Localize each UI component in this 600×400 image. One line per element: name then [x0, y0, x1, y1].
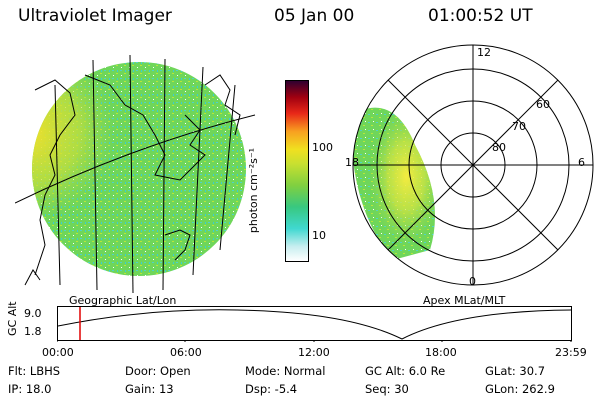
glat-info: GLat: 30.7 — [485, 364, 546, 378]
gc-alt-info: GC Alt: 6.0 Re — [365, 364, 446, 378]
polar-plot — [352, 44, 594, 286]
time-label: 01:00:52 UT — [428, 6, 533, 26]
mlt-label-6: 6 — [578, 156, 585, 169]
timeline-x-tick-2359: 23:59 — [555, 346, 587, 359]
seq-info: Seq: 30 — [365, 382, 409, 396]
filter-info: Flt: LBHS — [8, 364, 61, 378]
lat-label-70: 70 — [512, 120, 526, 133]
instrument-title: Ultraviolet Imager — [18, 6, 172, 26]
timeline-x-tick-1800: 18:00 — [425, 346, 457, 359]
geographic-caption: Geographic Lat/Lon — [69, 294, 177, 307]
mlt-label-0: 0 — [469, 275, 476, 288]
lat-label-60: 60 — [536, 98, 550, 111]
dsp-info: Dsp: -5.4 — [245, 382, 298, 396]
colorbar-tick-10: 10 — [312, 229, 326, 242]
mlt-label-12: 12 — [477, 46, 491, 59]
timeline-x-tick-0600: 06:00 — [170, 346, 202, 359]
apex-caption: Apex MLat/MLT — [423, 294, 506, 307]
mode-info: Mode: Normal — [245, 364, 326, 378]
colorbar — [285, 80, 309, 262]
timeline-axis-title: GC Alt — [6, 301, 19, 336]
door-info: Door: Open — [125, 364, 191, 378]
colorbar-tick-100: 100 — [312, 141, 333, 154]
timeline-x-tick-1200: 12:00 — [298, 346, 330, 359]
ip-info: IP: 18.0 — [8, 382, 52, 396]
altitude-timeline — [57, 306, 572, 342]
timeline-y-tick-min: 1.8 — [24, 325, 42, 338]
timeline-y-tick-max: 9.0 — [24, 307, 42, 320]
date-label: 05 Jan 00 — [274, 6, 355, 26]
geographic-image — [15, 54, 256, 294]
gain-info: Gain: 13 — [125, 382, 174, 396]
lat-label-80: 80 — [492, 141, 506, 154]
timeline-x-tick-0000: 00:00 — [42, 346, 74, 359]
colorbar-unit-label: photon cm⁻²s⁻¹ — [247, 147, 261, 234]
mlt-label-18: 18 — [345, 156, 359, 169]
glon-info: GLon: 262.9 — [485, 382, 555, 396]
